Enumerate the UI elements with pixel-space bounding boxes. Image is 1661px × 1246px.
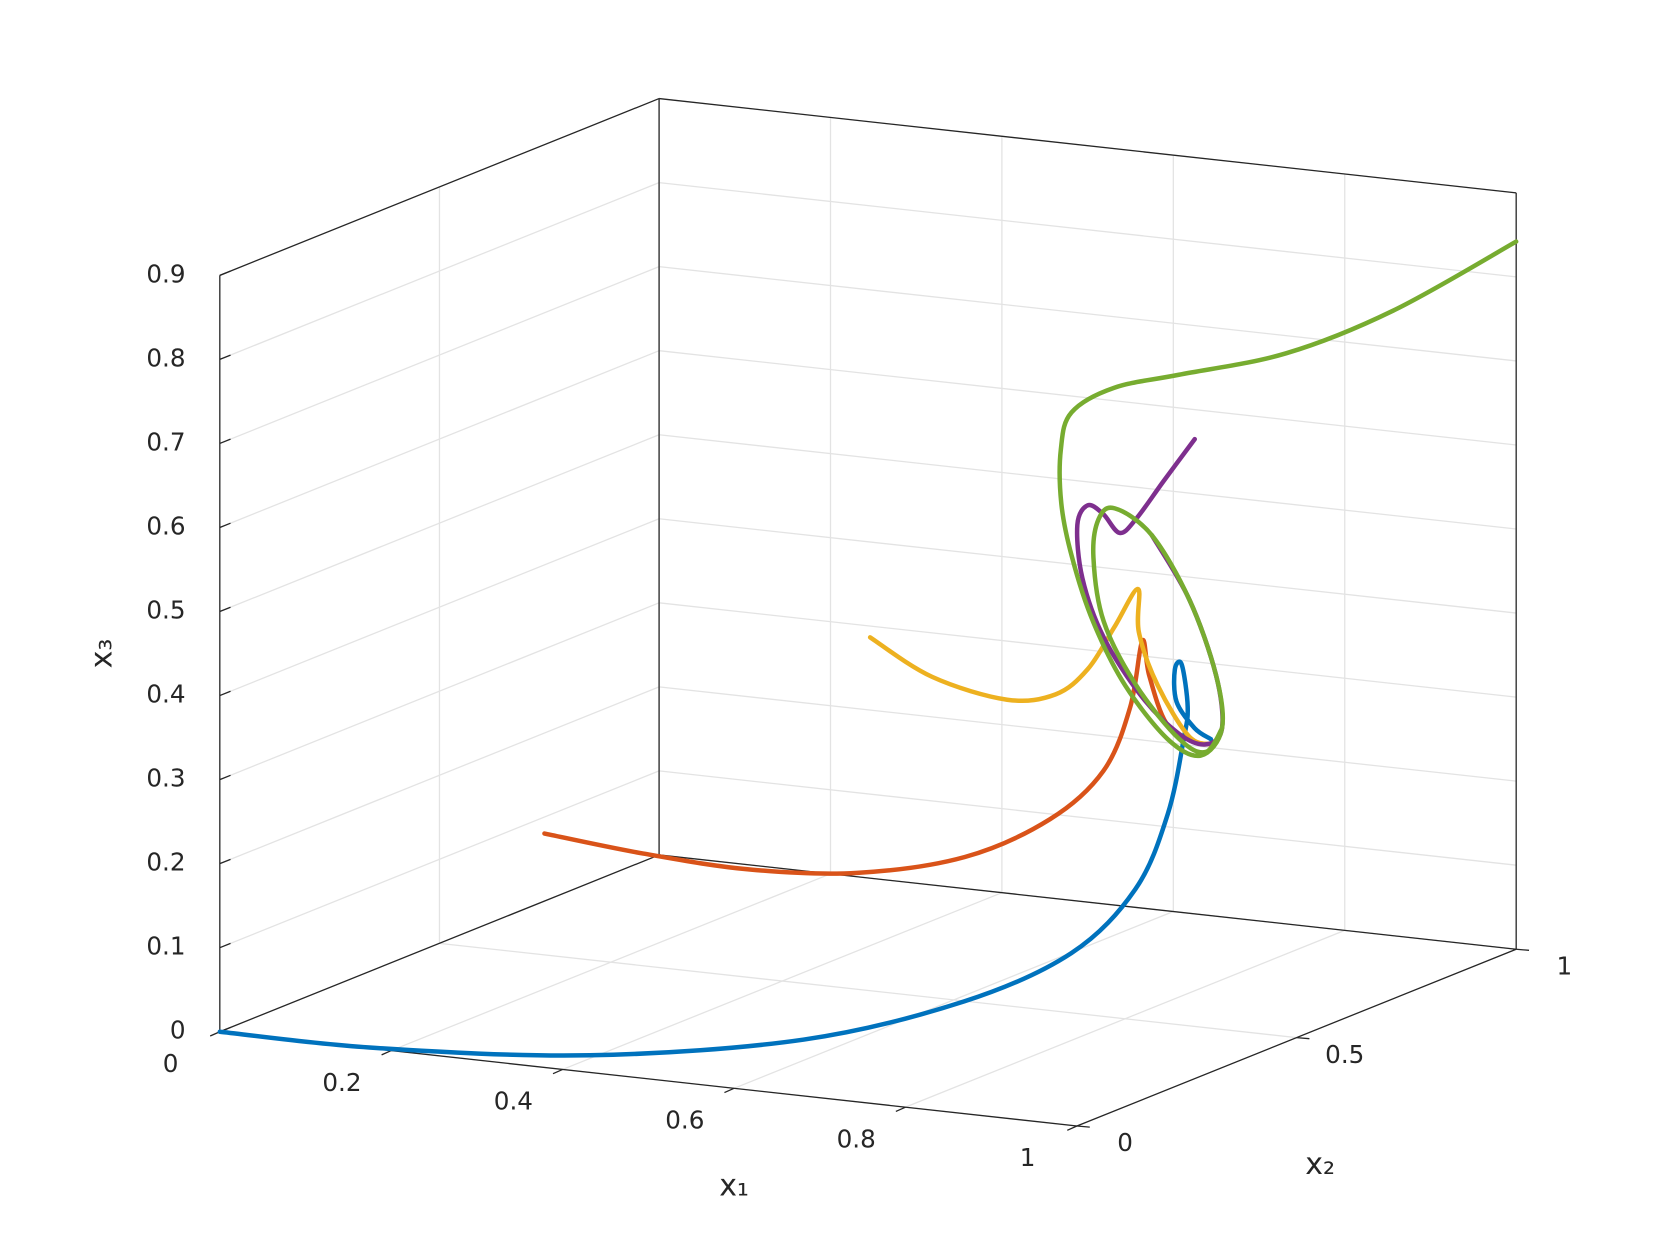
axis-line: [659, 97, 1517, 194]
tick-mark: [552, 1068, 563, 1075]
grid-line: [659, 181, 1517, 278]
x-tick-label: 0.8: [837, 1124, 876, 1153]
z-tick-label: 0: [170, 1016, 186, 1045]
z-tick-label: 0.8: [146, 343, 185, 372]
grid-line: [219, 182, 660, 360]
axis-line: [219, 854, 660, 1033]
trajectory: [867, 586, 1216, 747]
grid-line: [659, 770, 1517, 866]
grid-line: [219, 770, 660, 949]
z-tick-label: 0.6: [146, 511, 185, 540]
y-tick-label: 0.5: [1325, 1040, 1364, 1069]
grid-line: [659, 434, 1517, 530]
tick-mark: [1076, 1125, 1090, 1128]
y-tick-label: 0: [1117, 1128, 1133, 1157]
grid-line: [219, 686, 660, 865]
tick-mark: [1296, 1036, 1310, 1040]
grid-line: [219, 518, 660, 697]
z-tick-label: 0.3: [146, 764, 185, 793]
tick-mark: [1516, 948, 1530, 951]
tick-mark: [219, 522, 231, 529]
grid-line: [659, 518, 1517, 614]
tick-mark: [219, 606, 231, 613]
x-tick-label: 0.2: [322, 1068, 361, 1097]
grid-line: [219, 602, 660, 781]
z-tick-label: 0.2: [146, 848, 185, 877]
tick-mark: [895, 1106, 906, 1113]
z-axis-label: x₃: [85, 639, 120, 669]
x-tick-label: 1: [1020, 1143, 1036, 1172]
grid-line: [219, 350, 660, 529]
tick-mark: [381, 1049, 392, 1056]
x-tick-label: 0: [163, 1049, 179, 1078]
x-tick-label: 0.6: [665, 1106, 704, 1135]
axis-line: [659, 854, 1517, 950]
trajectory: [217, 659, 1214, 1058]
tick-mark: [219, 942, 231, 949]
tick-mark: [1067, 1125, 1078, 1131]
tick-mark: [219, 270, 231, 276]
grid-line: [659, 602, 1517, 698]
tick-mark: [219, 690, 231, 697]
grid-line: [439, 942, 1297, 1039]
grid-line: [219, 434, 660, 613]
z-tick-label: 0.7: [146, 427, 185, 456]
z-tick-label: 0.9: [146, 259, 185, 288]
tick-mark: [219, 774, 231, 781]
z-tick-label: 0.4: [146, 680, 185, 709]
y-axis-label: x₂: [1305, 1147, 1335, 1182]
y-tick-label: 1: [1557, 951, 1573, 980]
tick-mark: [219, 354, 231, 360]
x-tick-label: 0.4: [494, 1087, 533, 1116]
x-axis-label: x₁: [719, 1169, 749, 1204]
grid-line: [659, 266, 1517, 362]
z-tick-label: 0.1: [146, 932, 185, 961]
z-tick-label: 0.5: [146, 596, 185, 625]
grid-line: [659, 686, 1517, 782]
tick-mark: [219, 438, 231, 445]
tick-mark: [219, 858, 231, 865]
grid-line: [219, 266, 660, 445]
tick-mark: [724, 1087, 735, 1094]
trajectory: [542, 637, 1216, 876]
axis-line: [219, 97, 660, 276]
trajectory: [1057, 239, 1519, 759]
